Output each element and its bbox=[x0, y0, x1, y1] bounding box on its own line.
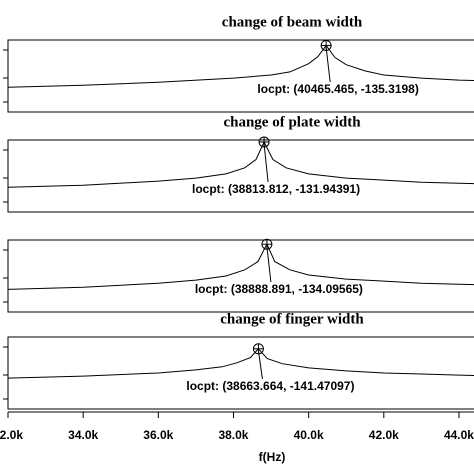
curve bbox=[7, 140, 474, 188]
curve bbox=[7, 243, 474, 290]
annotation-arrow bbox=[263, 143, 269, 183]
curve bbox=[7, 348, 474, 379]
x-tick-label: 34.0k bbox=[68, 428, 98, 442]
annotation-arrow bbox=[257, 350, 263, 380]
x-tick-label: 40.0k bbox=[294, 428, 324, 442]
subplot-title: change of plate width bbox=[223, 114, 361, 130]
plot-frame bbox=[7, 336, 474, 410]
plot-frame bbox=[7, 239, 474, 313]
annotation-arrow bbox=[266, 246, 272, 283]
annotation: locpt: (38813.812, -131.94391) bbox=[192, 182, 360, 196]
x-tick-label: 44.0k bbox=[444, 428, 474, 442]
curve bbox=[7, 44, 474, 88]
x-axis-label: f(Hz) bbox=[259, 450, 286, 464]
annotation: locpt: (40465.465, -135.3198) bbox=[257, 82, 418, 96]
subplot-title: change of finger width bbox=[220, 311, 364, 327]
plot-frame bbox=[7, 39, 474, 113]
x-tick-label: 32.0k bbox=[0, 428, 23, 442]
subplot-title: change of beam width bbox=[222, 14, 363, 30]
annotation: locpt: (38663.664, -141.47097) bbox=[186, 379, 354, 393]
x-tick-label: 36.0k bbox=[143, 428, 173, 442]
x-tick-label: 38.0k bbox=[218, 428, 248, 442]
annotation-arrow bbox=[325, 47, 331, 83]
annotation: locpt: (38888.891, -134.09565) bbox=[195, 282, 363, 296]
x-tick-label: 42.0k bbox=[369, 428, 399, 442]
plot-frame bbox=[7, 139, 474, 213]
